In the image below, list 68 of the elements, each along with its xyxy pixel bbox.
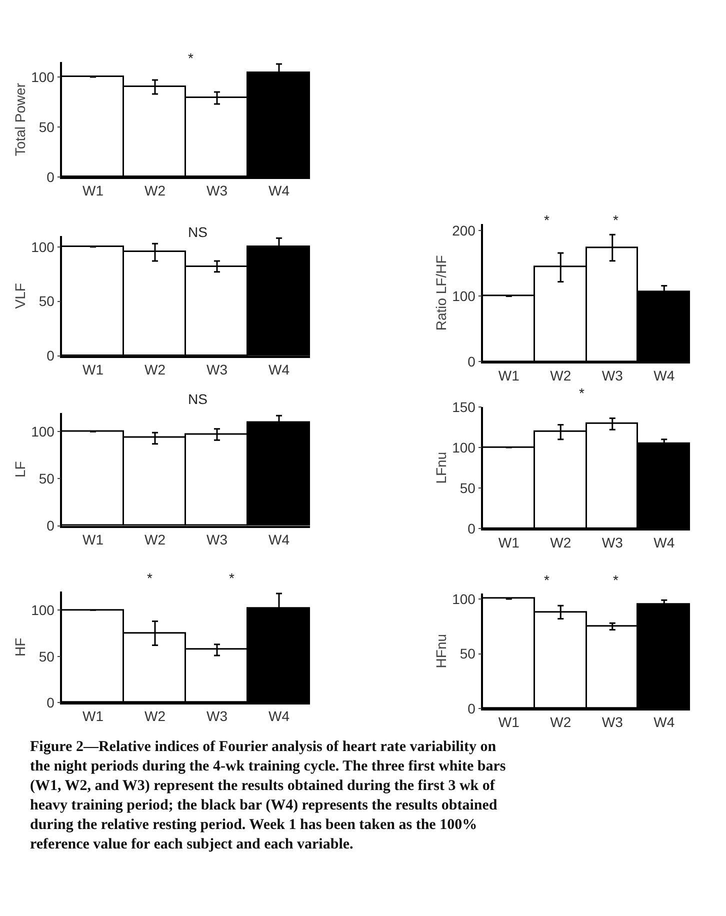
x-tick-label: W2 [550, 534, 572, 550]
y-tick-label: 100 [31, 424, 55, 440]
x-tick-label: W4 [654, 534, 675, 550]
x-tick-label: W1 [82, 182, 104, 199]
y-tick-label: 50 [38, 648, 55, 664]
x-tick-label: W4 [268, 182, 290, 199]
y-axis-title: HFnu [433, 634, 450, 668]
x-tick-label: W3 [206, 531, 228, 548]
x-tick-label: W4 [654, 367, 675, 384]
y-tick-label: 0 [468, 520, 476, 537]
x-tick-label: W2 [144, 708, 166, 724]
x-tick-label: W4 [268, 708, 290, 724]
text: NS [188, 391, 208, 407]
y-axis-title: VLF [12, 283, 28, 309]
annotation: * [544, 212, 550, 228]
x-tick-label: W2 [144, 361, 166, 378]
x-tick-label: W2 [144, 531, 166, 548]
x-tick-label: W4 [654, 714, 675, 730]
y-tick-label: 0 [468, 700, 476, 716]
x-tick-label: W4 [268, 361, 290, 378]
x-tick-label: W2 [144, 182, 166, 199]
y-tick-label: 100 [452, 288, 476, 304]
y-tick-label: 100 [31, 238, 55, 255]
y-tick-label: 200 [452, 222, 476, 239]
x-tick-label: W1 [82, 361, 104, 378]
y-tick-label: 50 [38, 118, 55, 135]
x-tick-label: W3 [602, 367, 624, 384]
y-tick-label: 0 [46, 348, 55, 364]
x-tick-label: W3 [602, 534, 624, 550]
y-axis-title: HF [12, 638, 28, 656]
text: * [579, 385, 585, 401]
x-tick-label: W3 [206, 182, 228, 199]
text: * [544, 572, 550, 588]
x-tick-label: W1 [82, 531, 104, 548]
y-tick-label: 50 [38, 293, 55, 310]
y-tick-label: 50 [38, 470, 55, 487]
x-tick-label: W1 [498, 367, 520, 384]
y-axis-title: Total Power [12, 82, 28, 156]
x-tick-label: W3 [206, 361, 228, 378]
y-axis-title: Ratio LF/HF [433, 255, 450, 331]
text: * [229, 570, 235, 586]
y-tick-label: 100 [31, 602, 55, 618]
caption: Figure 2—Relative indices of Fourier analysis of heart rate variability on the night periods during the 4-wk training cycle. The three first white bars (W1, W2, and W3) represent the results obtained during the first 3 wk of heavy training period; the black bar (W4) represents the results obtained during the relative resting period. Week 1 has been taken as the 100% reference value for each subject and each variable. [30, 739, 506, 852]
y-tick-label: 100 [31, 68, 55, 85]
text: * [147, 570, 153, 586]
y-axis-title: LF [12, 461, 28, 478]
annotation: * [613, 212, 619, 228]
y-tick-label: 0 [46, 168, 55, 185]
y-tick-label: 100 [452, 439, 476, 456]
y-tick-label: 50 [460, 480, 476, 496]
x-tick-label: W2 [550, 714, 572, 730]
y-tick-label: 50 [460, 646, 476, 662]
x-tick-label: W1 [82, 708, 104, 724]
x-tick-label: W1 [498, 714, 520, 730]
x-tick-label: W2 [550, 367, 572, 384]
annotation: NS [188, 224, 208, 240]
y-tick-label: 0 [46, 518, 55, 534]
x-tick-label: W1 [498, 534, 520, 550]
x-tick-label: W3 [602, 714, 624, 730]
text: * [613, 572, 619, 588]
x-tick-label: W4 [268, 531, 290, 548]
y-tick-label: 0 [468, 354, 476, 370]
x-tick-label: W3 [206, 708, 228, 724]
y-tick-label: 0 [46, 694, 55, 711]
y-tick-label: 100 [452, 590, 476, 607]
y-tick-label: 150 [452, 398, 476, 415]
annotation: * [188, 50, 194, 66]
y-axis-title: LFnu [433, 452, 450, 484]
